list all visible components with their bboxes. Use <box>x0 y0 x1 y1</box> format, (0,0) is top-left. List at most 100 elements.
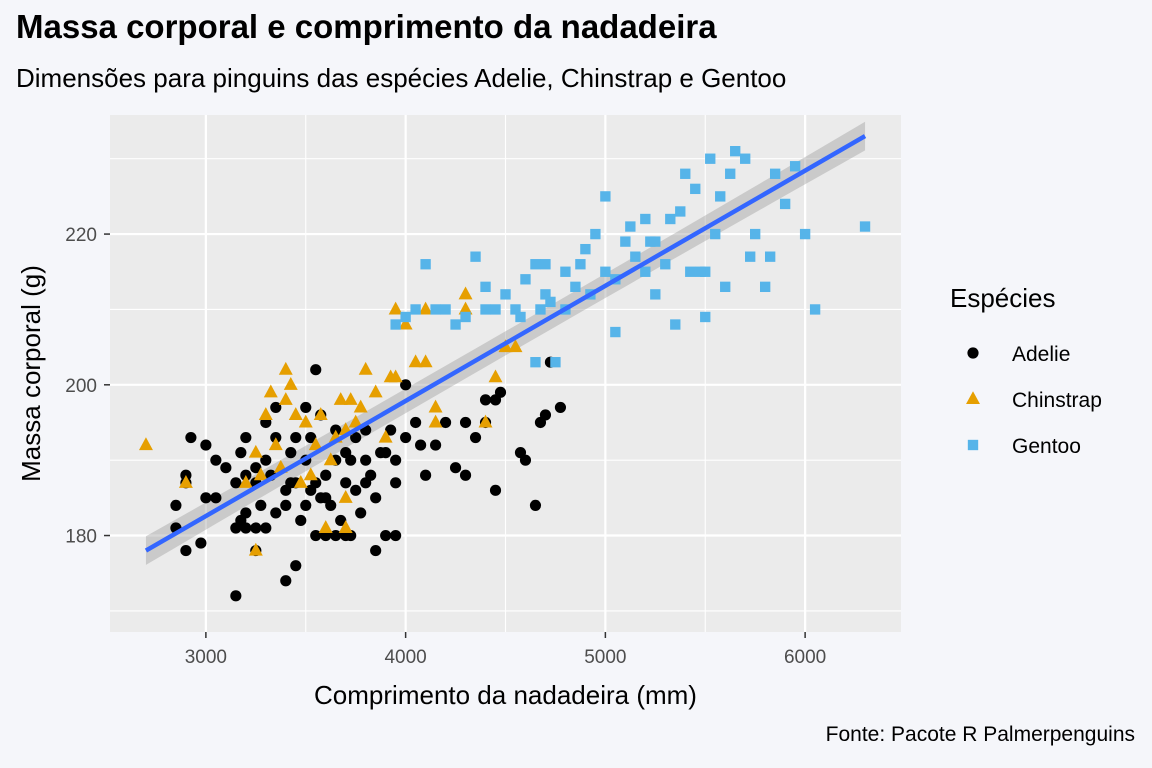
adelie-point <box>390 454 402 466</box>
gentoo-point <box>550 357 561 368</box>
adelie-point <box>310 364 322 376</box>
gentoo-point <box>540 259 551 270</box>
adelie-point <box>345 454 357 466</box>
gentoo-point <box>580 243 591 255</box>
adelie-point <box>469 431 482 444</box>
adelie-point <box>330 529 342 542</box>
chinstrap-point <box>388 369 403 383</box>
x-tick-label: 4000 <box>384 647 426 668</box>
adelie-point <box>250 462 262 474</box>
adelie-point <box>300 401 312 413</box>
gentoo-point <box>809 304 821 315</box>
gentoo-point <box>799 228 811 240</box>
chinstrap-point <box>408 354 423 368</box>
legend: Espécies Adelie Chinstrap Gentoo <box>950 283 1102 458</box>
adelie-point <box>290 431 302 444</box>
chinstrap-point <box>238 474 253 488</box>
adelie-point <box>270 507 282 519</box>
grid-lines <box>110 115 901 632</box>
adelie-point <box>529 499 542 511</box>
trend-layer <box>144 134 867 553</box>
gentoo-point <box>769 168 781 179</box>
chinstrap-point <box>398 316 413 330</box>
chinstrap-point <box>343 392 358 405</box>
chinstrap-point <box>418 354 433 368</box>
gentoo-point <box>685 266 696 277</box>
chinstrap-point <box>258 407 273 420</box>
chinstrap-point <box>278 392 293 405</box>
gentoo-point <box>705 153 716 164</box>
gentoo-point <box>740 153 751 164</box>
series-chinstrap <box>138 286 523 556</box>
adelie-point <box>300 499 312 511</box>
chinstrap-point <box>318 520 333 534</box>
chinstrap-point <box>338 520 353 534</box>
chinstrap-point <box>298 414 313 428</box>
gentoo-point <box>420 259 431 270</box>
gentoo-point <box>400 311 411 323</box>
chinstrap-point <box>428 414 443 428</box>
legend-items: Adelie Chinstrap Gentoo <box>966 343 1102 458</box>
gentoo-point <box>535 304 546 315</box>
gentoo-point <box>560 266 571 277</box>
adelie-point <box>430 439 442 451</box>
adelie-point <box>170 499 182 511</box>
gentoo-point <box>725 168 736 179</box>
legend-item-chinstrap: Chinstrap <box>966 389 1102 412</box>
chinstrap-point <box>293 474 308 488</box>
gentoo-point <box>390 319 401 330</box>
gentoo-point <box>745 251 756 262</box>
chinstrap-point <box>418 301 433 315</box>
gentoo-point <box>715 191 726 202</box>
legend-item-gentoo: Gentoo <box>967 435 1081 458</box>
gentoo-point <box>625 221 636 232</box>
legend-label: Gentoo <box>1012 435 1081 458</box>
adelie-point <box>400 379 412 391</box>
chinstrap-point <box>478 414 493 428</box>
adelie-point <box>295 514 307 527</box>
chinstrap-point <box>178 474 193 488</box>
chinstrap-point <box>458 301 473 315</box>
gentoo-point <box>759 281 771 293</box>
adelie-point <box>350 431 362 444</box>
adelie-point <box>380 529 392 542</box>
legend-item-adelie: Adelie <box>967 343 1070 366</box>
chinstrap-point <box>378 429 393 443</box>
x-axis-title: Comprimento da nadadeira (mm) <box>314 680 697 710</box>
adelie-point <box>385 424 397 436</box>
gentoo-point <box>720 281 731 293</box>
gentoo-point <box>490 304 501 315</box>
adelie-point <box>230 477 242 489</box>
adelie-point <box>489 484 502 496</box>
adelie-point <box>519 454 532 466</box>
y-axis-title: Massa corporal (g) <box>16 265 46 482</box>
data-points <box>138 145 871 602</box>
chinstrap-point <box>303 467 318 481</box>
gentoo-point <box>665 213 676 225</box>
chinstrap-point <box>248 542 263 556</box>
adelie-point <box>250 522 262 534</box>
legend-title: Espécies <box>950 283 1056 313</box>
axes: 3000 4000 5000 6000 180 200 220 <box>65 225 826 668</box>
adelie-point <box>415 439 427 451</box>
adelie-point <box>370 545 382 557</box>
adelie-point <box>380 447 392 459</box>
trend-line <box>144 134 867 553</box>
adelie-point <box>210 454 222 466</box>
adelie-point <box>240 522 252 534</box>
chinstrap-point <box>338 490 353 503</box>
adelie-point <box>185 431 197 444</box>
adelie-point <box>449 462 462 474</box>
adelie-point <box>220 462 232 474</box>
chinstrap-point <box>288 407 303 420</box>
adelie-point <box>410 416 422 429</box>
adelie-point <box>285 447 297 459</box>
adelie-point <box>479 394 492 406</box>
gentoo-point <box>600 191 611 202</box>
adelie-point <box>280 499 292 511</box>
y-tick-label: 220 <box>65 225 97 246</box>
legend-square-icon <box>967 439 979 451</box>
gentoo-point <box>510 304 521 315</box>
